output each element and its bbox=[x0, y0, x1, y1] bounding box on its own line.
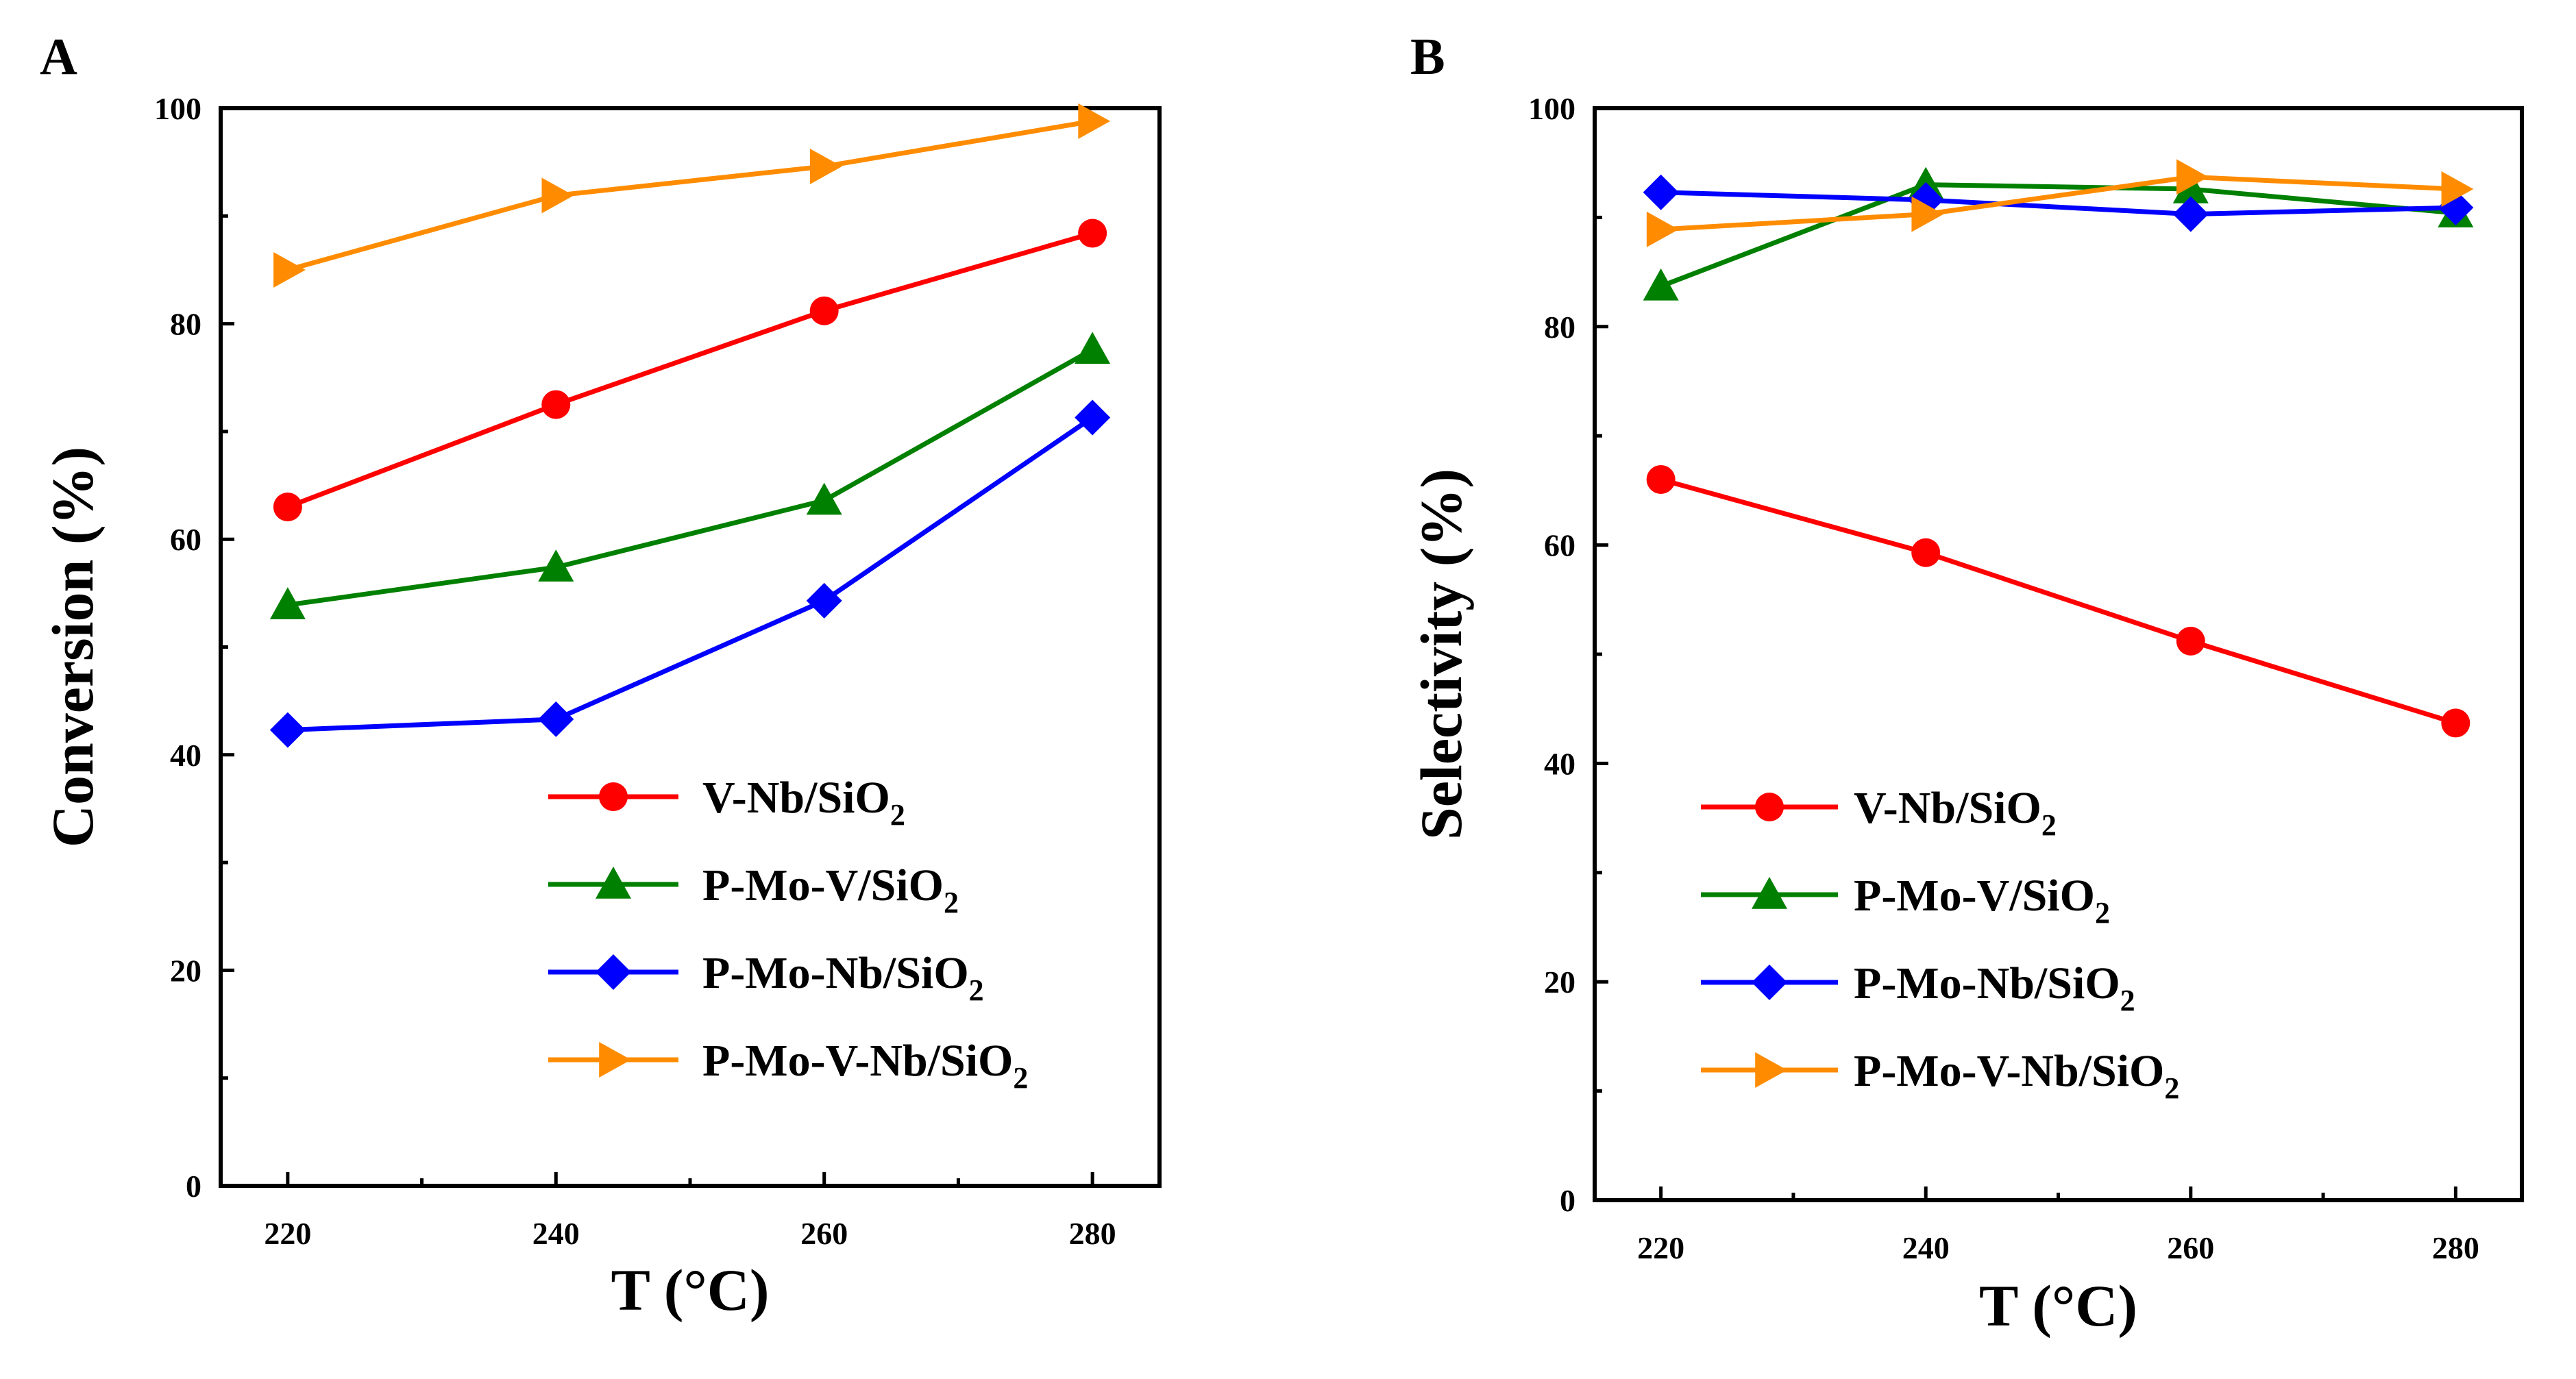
series-line-p-mo-v-sio bbox=[1660, 182, 2456, 289]
series-line-p-mo-nb-sio bbox=[287, 415, 1094, 733]
legend-label-p-mo-v-nb-sio: P-Mo-V-Nb/SiO2 bbox=[702, 1036, 1028, 1095]
data-point-v-nb-sio bbox=[2176, 626, 2205, 656]
legend-label-v-nb-sio: V-Nb/SiO2 bbox=[702, 773, 905, 832]
plot-frame bbox=[219, 106, 1162, 1188]
data-point-v-nb-sio bbox=[273, 493, 302, 522]
y-tick-label: 40 bbox=[1544, 746, 1575, 781]
data-point-p-mo-v-nb-sio bbox=[273, 251, 306, 288]
data-point-p-mo-v-nb-sio bbox=[2441, 171, 2474, 207]
legend-marker-v-nb-sio bbox=[599, 782, 628, 811]
series-line-v-nb-sio bbox=[286, 231, 1094, 510]
data-point-p-mo-v-nb-sio bbox=[2176, 159, 2209, 195]
legend-label-p-mo-nb-sio: P-Mo-Nb/SiO2 bbox=[702, 948, 984, 1007]
x-tick-label: 240 bbox=[1902, 1230, 1950, 1265]
x-axis-title: T (°C) bbox=[611, 1257, 769, 1323]
series-line-p-mo-v-sio bbox=[287, 347, 1094, 608]
y-tick-label: 40 bbox=[170, 738, 201, 773]
legend-marker-p-mo-v-sio bbox=[1752, 877, 1787, 909]
y-tick-label: 0 bbox=[1560, 1183, 1575, 1218]
data-point-v-nb-sio bbox=[541, 390, 571, 419]
y-tick-label: 60 bbox=[170, 522, 201, 557]
chart-panel-b: B 0 20 40 60 80 100 220 240 260 280 T (°C) Selectivi… bbox=[1408, 28, 2524, 1339]
data-point-p-mo-v-nb-sio bbox=[541, 177, 574, 214]
legend-marker-p-mo-nb-sio bbox=[596, 954, 631, 990]
x-axis-title: T (°C) bbox=[1979, 1273, 2137, 1339]
series-line-p-mo-nb-sio bbox=[1660, 190, 2456, 217]
y-tick-label: 0 bbox=[186, 1169, 201, 1204]
data-point-p-mo-v-nb-sio bbox=[1646, 211, 1679, 247]
y-tick-label: 80 bbox=[1544, 310, 1575, 345]
data-point-p-mo-nb-sio bbox=[538, 701, 574, 737]
series-line-p-mo-v-nb-sio bbox=[1660, 174, 2456, 232]
plot-frame bbox=[1593, 106, 2524, 1202]
data-point-p-mo-nb-sio bbox=[2172, 196, 2209, 232]
data-point-p-mo-nb-sio bbox=[1643, 174, 1679, 210]
x-tick-label: 280 bbox=[2432, 1230, 2479, 1265]
data-point-p-mo-v-sio bbox=[269, 587, 306, 619]
legend-marker-v-nb-sio bbox=[1755, 793, 1784, 821]
legend-marker-p-mo-v-nb-sio bbox=[1755, 1052, 1787, 1088]
legend-label-v-nb-sio: V-Nb/SiO2 bbox=[1854, 783, 2057, 842]
legend-label-p-mo-v-nb-sio: P-Mo-V-Nb/SiO2 bbox=[1854, 1046, 2179, 1105]
x-tick-label: 220 bbox=[264, 1216, 311, 1251]
x-tick-label: 280 bbox=[1069, 1216, 1116, 1251]
y-tick-label: 20 bbox=[1544, 965, 1575, 999]
data-point-p-mo-nb-sio bbox=[269, 712, 306, 748]
data-point-p-mo-v-sio bbox=[1643, 268, 1679, 301]
data-point-v-nb-sio bbox=[2441, 708, 2470, 738]
x-tick-label: 240 bbox=[532, 1216, 580, 1251]
series-line-p-mo-v-nb-sio bbox=[286, 119, 1093, 273]
data-point-p-mo-v-nb-sio bbox=[809, 148, 842, 184]
panel-label: B bbox=[1410, 28, 1445, 86]
legend-marker-p-mo-v-sio bbox=[596, 867, 631, 899]
data-point-p-mo-v-nb-sio bbox=[1911, 196, 1944, 232]
panel-label: A bbox=[40, 28, 77, 86]
series-line-v-nb-sio bbox=[1660, 477, 2457, 725]
data-point-v-nb-sio bbox=[809, 296, 839, 325]
y-tick-label: 60 bbox=[1544, 528, 1575, 563]
y-tick-label: 20 bbox=[170, 953, 201, 988]
data-point-v-nb-sio bbox=[1646, 464, 1676, 494]
legend-marker-p-mo-nb-sio bbox=[1752, 965, 1787, 1000]
legend-label-p-mo-nb-sio: P-Mo-Nb/SiO2 bbox=[1854, 958, 2135, 1017]
chart-panel-a: A 0 20 40 60 80 100 220 240 260 280 T (°C) Conversio… bbox=[40, 28, 1162, 1323]
data-point-v-nb-sio bbox=[1911, 538, 1941, 567]
data-point-p-mo-v-sio bbox=[1075, 332, 1111, 364]
legend: V-Nb/SiO2 P-Mo-V/SiO2 P-Mo-Nb/SiO2 P-Mo-V-N… bbox=[548, 773, 1028, 1095]
x-tick-label: 260 bbox=[800, 1216, 848, 1251]
data-point-p-mo-nb-sio bbox=[1075, 399, 1111, 436]
legend-marker-p-mo-v-nb-sio bbox=[599, 1042, 631, 1078]
data-point-p-mo-v-sio bbox=[538, 549, 574, 582]
data-point-p-mo-v-sio bbox=[806, 482, 842, 515]
data-point-p-mo-v-nb-sio bbox=[1078, 103, 1111, 139]
legend-label-p-mo-v-sio: P-Mo-V/SiO2 bbox=[702, 860, 959, 919]
y-tick-label: 80 bbox=[170, 307, 201, 342]
legend-label-p-mo-v-sio: P-Mo-V/SiO2 bbox=[1854, 871, 2110, 930]
data-point-p-mo-nb-sio bbox=[806, 582, 842, 619]
data-point-v-nb-sio bbox=[1078, 219, 1107, 248]
y-tick-label: 100 bbox=[1528, 91, 1575, 126]
x-tick-label: 260 bbox=[2167, 1230, 2214, 1265]
x-tick-label: 220 bbox=[1637, 1230, 1684, 1265]
y-axis-title: Conversion (%) bbox=[40, 447, 106, 847]
data-point-p-mo-v-sio bbox=[2172, 171, 2209, 203]
legend: V-Nb/SiO2 P-Mo-V/SiO2 P-Mo-Nb/SiO2 P-Mo-V-N… bbox=[1701, 783, 2179, 1105]
y-axis-title: Selectivity (%) bbox=[1408, 469, 1474, 840]
y-tick-label: 100 bbox=[154, 91, 201, 126]
